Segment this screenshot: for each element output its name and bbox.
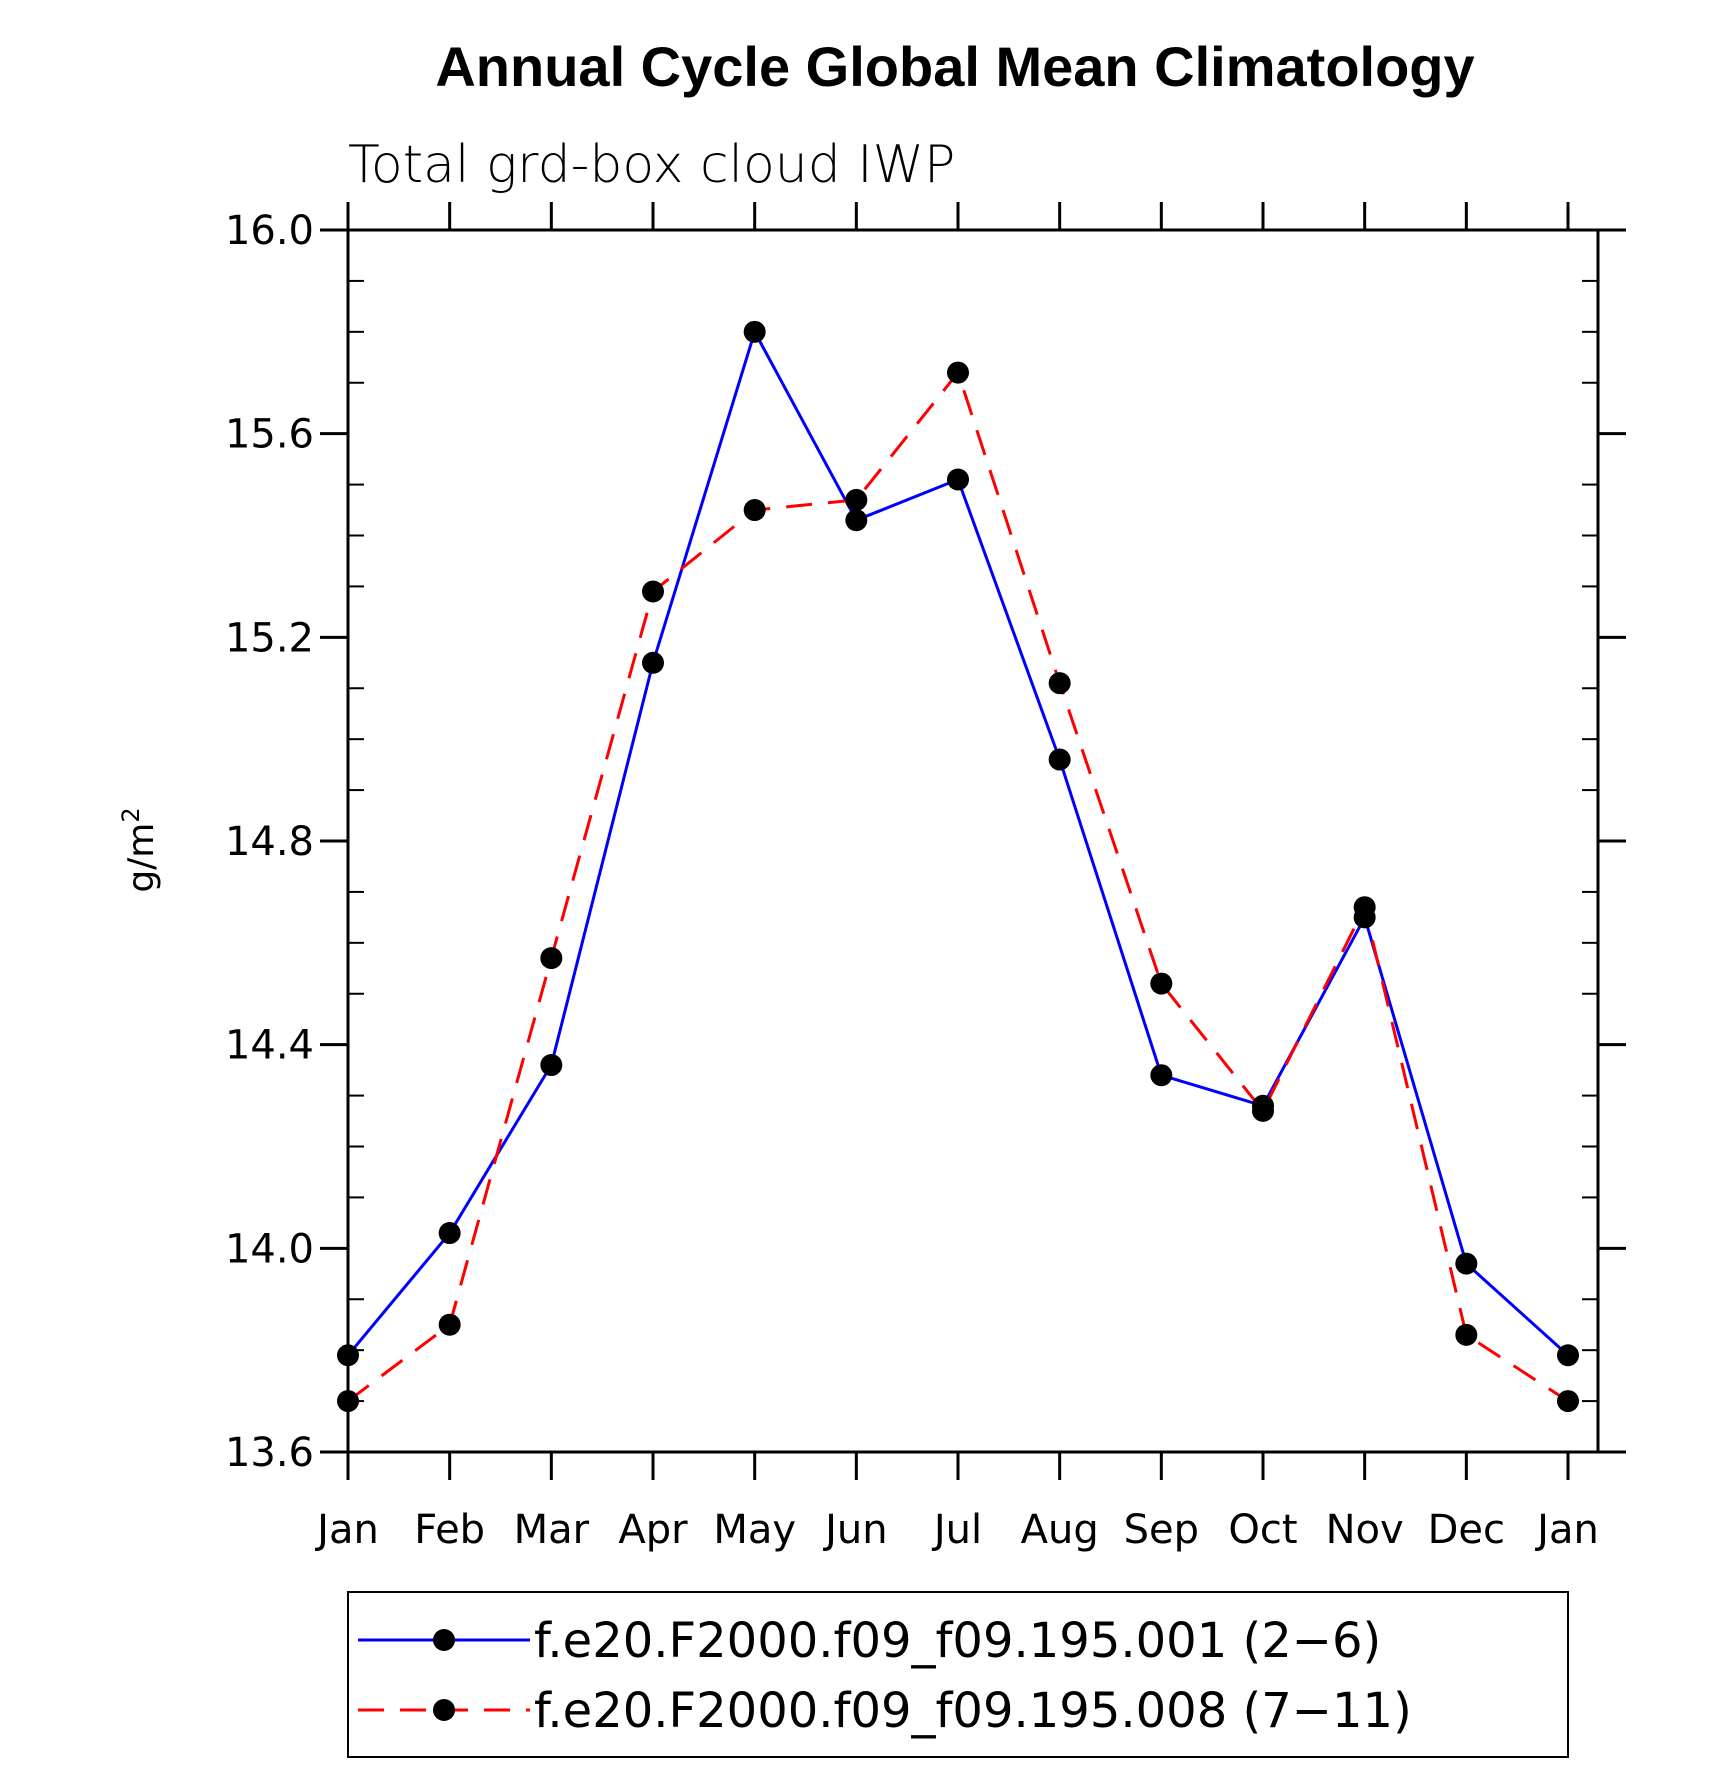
series-1-point [1048, 748, 1071, 771]
legend-label-2: f.e20.F2000.f09_f09.195.008 (7−11) [534, 1683, 1412, 1739]
series-2-point [845, 488, 868, 511]
series-2-point [438, 1313, 461, 1336]
x-tick-label: Dec [1428, 1507, 1505, 1553]
legend-label-1: f.e20.F2000.f09_f09.195.001 (2−6) [534, 1613, 1381, 1669]
x-tick-label: Mar [514, 1507, 590, 1553]
y-axis-label: g/m2 [117, 807, 162, 892]
series-1-point [947, 468, 969, 491]
y-tick-label: 14.0 [225, 1226, 314, 1272]
series-1-point [642, 651, 664, 674]
y-axis-label-base: g/m [121, 823, 162, 893]
chart-title: Annual Cycle Global Mean Climatology [435, 35, 1474, 98]
legend-marker-2 [433, 1699, 455, 1721]
x-tick-label: Jun [822, 1507, 888, 1553]
x-tick-label: Feb [414, 1507, 485, 1553]
x-tick-label: Sep [1124, 1507, 1199, 1553]
series-2-point [947, 361, 969, 384]
x-tick-label: Jul [931, 1507, 982, 1553]
y-tick-label: 15.2 [225, 615, 314, 661]
series-2-point [540, 947, 563, 970]
series-1-point [1455, 1252, 1478, 1275]
series-1-point [438, 1222, 461, 1245]
chart-subtitle: Total grd-box cloud IWP [348, 135, 955, 195]
y-tick-labels: 16.0 15.6 15.2 14.8 14.4 14.0 13.6 [225, 208, 314, 1476]
x-tick-label: Nov [1326, 1507, 1404, 1553]
legend-box [347, 1591, 1569, 1758]
series-2-line [347, 371, 1569, 1403]
legend-items: f.e20.F2000.f09_f09.195.001 (2−6) f.e20.F… [358, 1613, 1412, 1739]
series-2-point [1048, 672, 1071, 695]
y-tick-label: 14.8 [225, 819, 314, 865]
series-2-point [1252, 1099, 1274, 1122]
series-2-point [1455, 1323, 1478, 1346]
series-1-point [743, 320, 766, 343]
x-tick-label: Jan [1534, 1507, 1599, 1553]
series-1-point [1557, 1344, 1579, 1367]
x-tick-label: May [713, 1507, 796, 1553]
series-2-point [337, 1390, 359, 1413]
series-2-point [1150, 972, 1173, 995]
series-2-point [743, 499, 766, 522]
legend: f.e20.F2000.f09_f09.195.001 (2−6) f.e20.F… [347, 1591, 1569, 1758]
series-layer [337, 320, 1579, 1413]
series-1-point [337, 1344, 359, 1367]
y-tick-label: 15.6 [225, 412, 314, 458]
x-tick-label: Apr [618, 1507, 688, 1553]
series-1-point [845, 509, 868, 532]
x-tick-label: Aug [1021, 1507, 1099, 1553]
plot-frame [346, 228, 1600, 1454]
series-2-point [642, 580, 664, 603]
x-tick-label: Jan [314, 1507, 379, 1553]
series-1-point [1150, 1064, 1173, 1087]
x-tick-labels: Jan Feb Mar Apr May Jun Jul Aug Sep Oct Nov Dec Jan [314, 1507, 1599, 1553]
y-tick-label: 16.0 [225, 208, 314, 254]
y-tick-label: 14.4 [225, 1023, 314, 1069]
x-tick-label: Oct [1228, 1507, 1297, 1553]
y-axis-label-exponent: 2 [117, 807, 145, 822]
y-tick-label: 13.6 [225, 1430, 314, 1476]
series-1-point [540, 1054, 563, 1077]
series-2-point [1353, 896, 1376, 919]
axis-ticks [320, 202, 1626, 1480]
series-2-point [1557, 1390, 1579, 1413]
legend-marker-1 [433, 1629, 455, 1651]
